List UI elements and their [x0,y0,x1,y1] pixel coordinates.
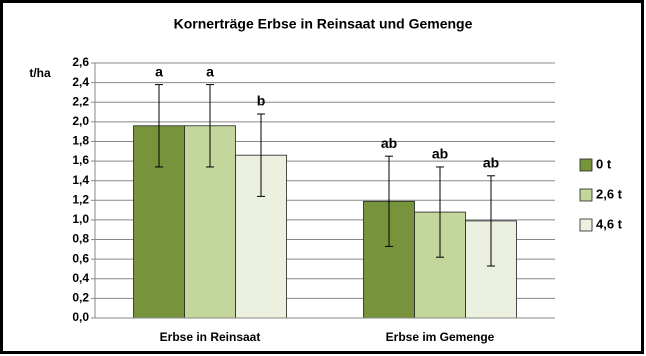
error-bar [257,113,265,197]
significance-label: ab [432,146,448,162]
significance-label: b [257,93,266,109]
x-tick-label: Erbse in Reinsaat [160,330,261,344]
y-tick-label: 2,0 [72,114,89,128]
y-tick-label: 0,2 [72,291,89,305]
legend-swatch [579,218,593,232]
error-bar [487,175,495,267]
error-bar [385,155,393,247]
legend-swatch [579,158,593,172]
significance-label: ab [381,135,397,151]
significance-label: ab [483,154,499,170]
y-tick-label: 1,8 [72,134,89,148]
error-bar [206,84,214,168]
significance-label: a [206,63,214,79]
y-tick-label: 2,6 [72,55,89,69]
y-tick-label: 1,2 [72,192,89,206]
error-bar [436,166,444,258]
chart-title: Kornerträge Erbse in Reinsaat und Gemeng… [174,16,473,32]
legend-label: 0 t [596,156,612,171]
legend-swatch [579,188,593,202]
significance-label: a [155,63,163,79]
y-tick-label: 0,0 [72,310,89,324]
y-tick-label: 1,4 [72,173,89,187]
x-tick-label: Erbse im Gemenge [386,330,495,344]
legend-label: 4,6 t [596,216,623,231]
y-tick-label: 0,8 [72,232,89,246]
y-axis-label: t/ha [29,66,51,80]
y-tick-label: 2,4 [72,75,89,89]
error-bar [155,84,163,168]
y-tick-label: 1,0 [72,212,89,226]
legend-label: 2,6 t [596,186,623,201]
y-tick-label: 2,2 [72,94,89,108]
y-tick-label: 1,6 [72,153,89,167]
y-tick-label: 0,4 [72,271,89,285]
y-tick-label: 0,6 [72,251,89,265]
